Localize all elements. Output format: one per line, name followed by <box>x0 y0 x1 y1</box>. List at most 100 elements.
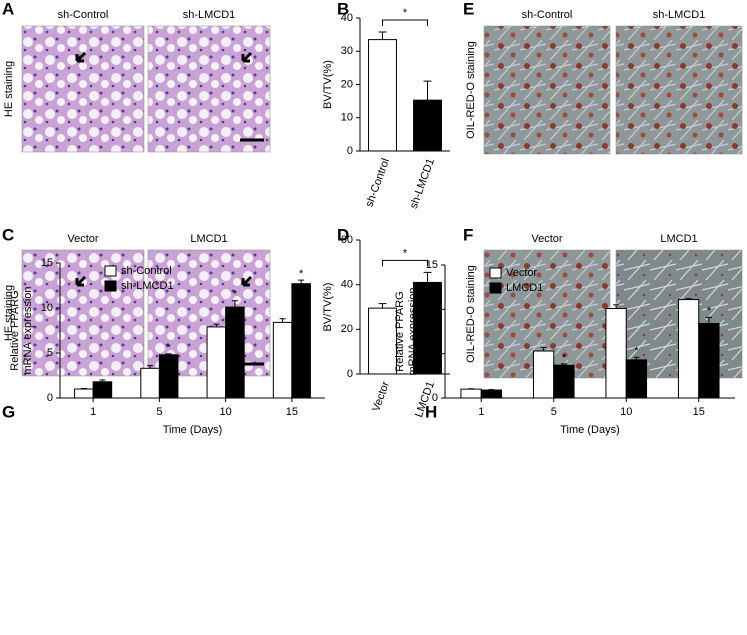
image-title: LMCD1 <box>190 233 227 245</box>
significance-label: * <box>403 7 408 19</box>
bar <box>369 308 397 374</box>
x-tick-label: 15 <box>286 406 298 418</box>
x-tick-label: sh-Control <box>363 157 392 209</box>
bar <box>75 389 94 398</box>
panel-letter: F <box>463 225 473 244</box>
x-tick-label: 1 <box>478 406 484 418</box>
bar <box>606 308 626 398</box>
significance-label: * <box>562 352 567 364</box>
y-axis-label: BV/TV(%) <box>322 283 334 332</box>
y-tick-label: 0 <box>432 392 438 404</box>
bar <box>369 40 397 151</box>
legend-swatch <box>105 281 116 291</box>
side-label: OIL-RED-O staining <box>465 41 477 139</box>
significance-label: * <box>167 342 172 354</box>
bar <box>292 284 311 398</box>
error-bar <box>424 81 432 100</box>
bar <box>461 389 481 398</box>
image-title: LMCD1 <box>660 233 697 245</box>
panel-letter: E <box>463 0 474 18</box>
y-tick-label: 10 <box>341 112 353 124</box>
panel-letter: H <box>425 402 437 421</box>
micrograph <box>616 26 742 154</box>
bar <box>626 360 646 398</box>
y-tick-label: 10 <box>426 303 438 315</box>
y-tick-label: 15 <box>426 259 438 271</box>
y-tick-label: 20 <box>341 323 353 335</box>
y-axis-label: BV/TV(%) <box>322 60 334 109</box>
image-title: sh-Control <box>58 9 109 21</box>
image-title: sh-Control <box>522 9 573 21</box>
legend-swatch <box>105 266 116 276</box>
x-tick-label: Vector <box>370 380 392 414</box>
y-axis-label: mRNA expression <box>407 287 419 375</box>
micrograph <box>148 26 270 152</box>
bar <box>141 368 160 398</box>
legend-swatch <box>490 283 501 293</box>
significance-label: * <box>233 289 238 301</box>
image-title: Vector <box>531 233 563 245</box>
y-tick-label: 0 <box>347 145 353 157</box>
x-tick-label: sh-LMCD1 <box>408 157 437 211</box>
legend-label: Vector <box>506 267 538 279</box>
significance-label: * <box>634 345 639 357</box>
bar <box>554 365 574 398</box>
bar <box>699 324 719 398</box>
x-tick-label: 15 <box>693 406 705 418</box>
y-tick-label: 5 <box>47 347 53 359</box>
legend-label: sh-Control <box>121 265 172 277</box>
y-tick-label: 10 <box>41 302 53 314</box>
y-tick-label: 20 <box>341 78 353 90</box>
micrograph <box>22 26 144 152</box>
x-tick-label: 5 <box>156 406 162 418</box>
y-tick-label: 0 <box>347 368 353 380</box>
significance-bracket <box>383 20 428 26</box>
bar <box>226 307 245 398</box>
panel-letter: C <box>2 225 14 244</box>
bar <box>207 327 226 398</box>
y-axis-label: mRNA expression <box>22 286 34 374</box>
panel-letter: G <box>2 402 15 421</box>
x-axis-label: Time (Days) <box>163 424 222 436</box>
image-title: sh-LMCD1 <box>653 9 706 21</box>
error-bar <box>424 272 432 282</box>
y-tick-label: 5 <box>432 348 438 360</box>
y-tick-label: 60 <box>341 234 353 246</box>
bar <box>481 390 501 398</box>
legend-swatch <box>490 268 501 278</box>
significance-label: * <box>403 247 408 259</box>
bar <box>414 100 442 151</box>
x-tick-label: 10 <box>620 406 632 418</box>
x-tick-label: 5 <box>551 406 557 418</box>
legend-label: sh-LMCD1 <box>121 280 174 292</box>
y-axis-label: Relative PPARG <box>394 291 406 372</box>
side-label: HE staining <box>3 61 15 117</box>
x-axis-label: Time (Days) <box>560 424 619 436</box>
x-tick-label: 1 <box>90 406 96 418</box>
legend-label: LMCD1 <box>506 282 543 294</box>
side-label: OIL-RED-O staining <box>465 265 477 363</box>
y-tick-label: 30 <box>341 45 353 57</box>
error-bar <box>298 280 304 284</box>
micrograph <box>484 26 610 154</box>
image-title: sh-LMCD1 <box>183 9 236 21</box>
error-bar <box>379 32 387 40</box>
bar <box>533 351 553 398</box>
error-bar <box>379 304 387 308</box>
x-tick-label: 10 <box>220 406 232 418</box>
significance-label: * <box>707 305 712 317</box>
y-tick-label: 40 <box>341 279 353 291</box>
y-tick-label: 15 <box>41 257 53 269</box>
y-axis-label: Relative PPARG <box>9 290 21 371</box>
bar <box>273 322 292 398</box>
significance-bracket <box>383 260 428 266</box>
bar <box>93 382 112 398</box>
bar <box>159 355 178 398</box>
y-tick-label: 0 <box>47 392 53 404</box>
significance-label: * <box>299 268 304 280</box>
bar <box>678 300 698 398</box>
error-bar <box>280 319 286 323</box>
panel-letter: A <box>2 0 14 18</box>
image-title: Vector <box>67 233 99 245</box>
